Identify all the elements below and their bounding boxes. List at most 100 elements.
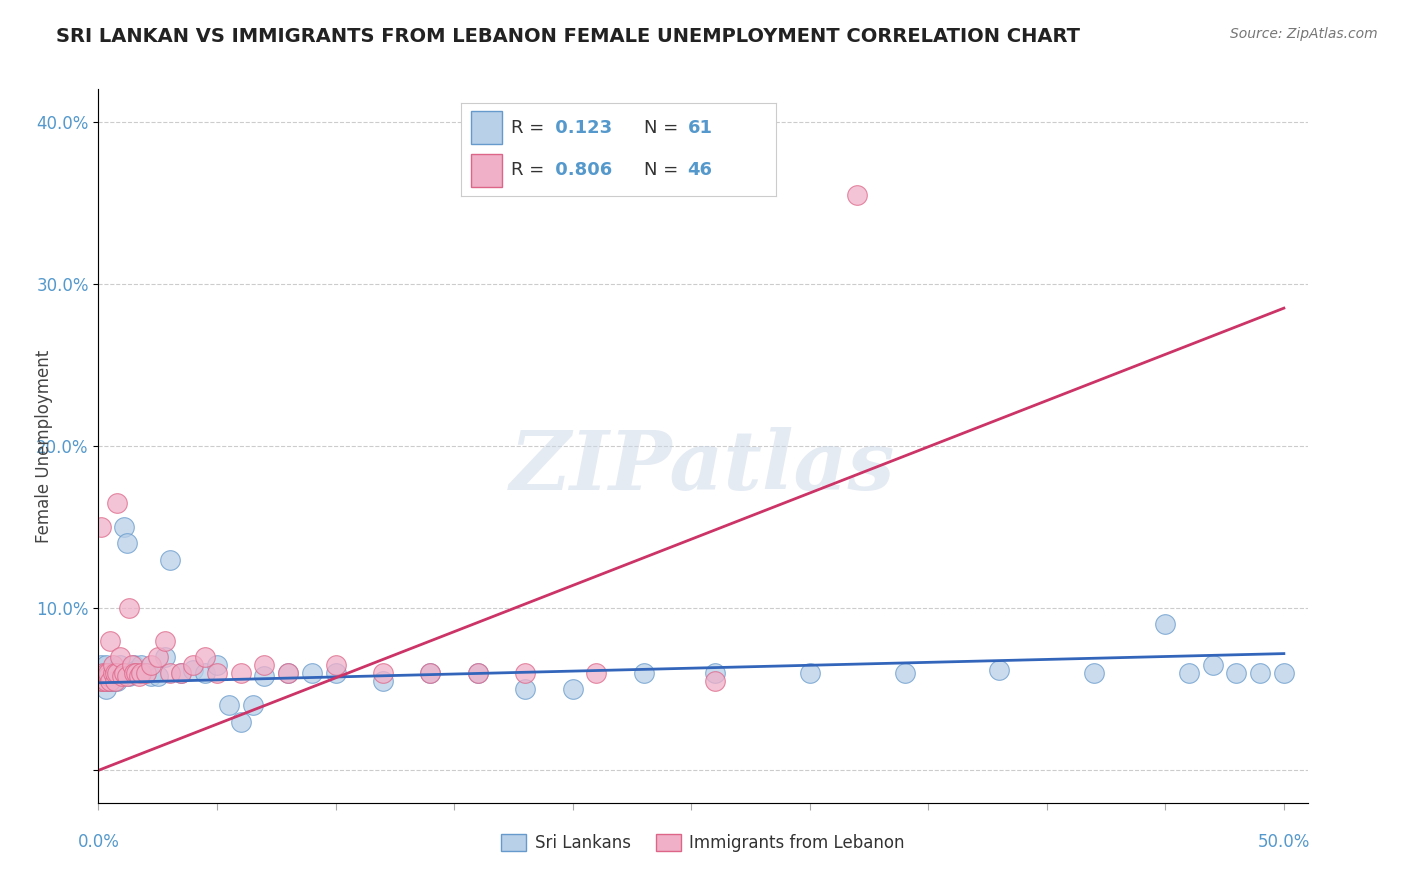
Point xyxy=(97,666,120,681)
Text: SRI LANKAN VS IMMIGRANTS FROM LEBANON FEMALE UNEMPLOYMENT CORRELATION CHART: SRI LANKAN VS IMMIGRANTS FROM LEBANON FE… xyxy=(56,27,1080,45)
Point xyxy=(104,666,127,681)
Point xyxy=(94,674,117,689)
Point xyxy=(98,674,121,689)
Point xyxy=(105,496,128,510)
Point xyxy=(91,666,114,681)
Point xyxy=(893,666,915,681)
Point xyxy=(1178,666,1201,681)
Point xyxy=(703,674,725,689)
Text: Female Unemployment: Female Unemployment xyxy=(35,350,53,542)
Point xyxy=(115,669,138,683)
Point xyxy=(181,657,204,672)
Point xyxy=(194,649,217,664)
Point xyxy=(242,698,264,713)
Point xyxy=(115,536,138,550)
Point xyxy=(90,674,112,689)
Point xyxy=(301,666,323,681)
Point xyxy=(277,666,299,681)
Point xyxy=(229,666,252,681)
Point xyxy=(105,674,128,689)
Point xyxy=(988,663,1011,677)
Point xyxy=(205,657,228,672)
Point xyxy=(253,669,276,683)
Point xyxy=(153,633,176,648)
Point xyxy=(108,657,131,672)
Point xyxy=(1249,666,1271,681)
Point xyxy=(218,698,240,713)
Point xyxy=(181,663,204,677)
Point xyxy=(146,669,169,683)
Point xyxy=(129,666,152,681)
Point xyxy=(122,666,145,681)
Point xyxy=(114,666,136,681)
Point xyxy=(105,666,128,681)
Point xyxy=(139,657,162,672)
Point xyxy=(111,669,134,683)
Point xyxy=(194,666,217,681)
Point xyxy=(1154,617,1177,632)
Point xyxy=(105,663,128,677)
Point xyxy=(101,666,124,681)
Point xyxy=(467,666,489,681)
Point xyxy=(277,666,299,681)
Point xyxy=(118,669,141,683)
Point xyxy=(118,601,141,615)
Text: ZIPatlas: ZIPatlas xyxy=(510,427,896,508)
Point xyxy=(98,674,121,689)
Point xyxy=(170,666,193,681)
Point xyxy=(1202,657,1225,672)
Point xyxy=(633,666,655,681)
Point xyxy=(121,666,143,681)
Point xyxy=(229,714,252,729)
Point xyxy=(467,666,489,681)
Point xyxy=(159,666,181,681)
Point xyxy=(703,666,725,681)
Point xyxy=(101,657,124,672)
Point xyxy=(325,657,347,672)
Point xyxy=(104,674,127,689)
Point xyxy=(94,666,117,681)
Legend: Sri Lankans, Immigrants from Lebanon: Sri Lankans, Immigrants from Lebanon xyxy=(495,827,911,859)
Point xyxy=(121,657,143,672)
Point xyxy=(139,669,162,683)
Point xyxy=(97,674,120,689)
Point xyxy=(101,674,124,689)
Text: Source: ZipAtlas.com: Source: ZipAtlas.com xyxy=(1230,27,1378,41)
Point xyxy=(1225,666,1247,681)
Point xyxy=(104,666,127,681)
Point xyxy=(97,666,120,681)
Point xyxy=(90,674,112,689)
Point xyxy=(125,663,148,677)
Point xyxy=(122,657,145,672)
Point xyxy=(371,674,394,689)
Point xyxy=(125,666,148,681)
Point xyxy=(101,666,124,681)
Point xyxy=(561,682,583,697)
Point xyxy=(419,666,441,681)
Point xyxy=(91,666,114,681)
Point xyxy=(170,666,193,681)
Point xyxy=(419,666,441,681)
Point xyxy=(111,666,134,681)
Point xyxy=(108,669,131,683)
Text: 0.0%: 0.0% xyxy=(77,833,120,851)
Point xyxy=(94,657,117,672)
Point xyxy=(515,666,537,681)
Point xyxy=(128,669,150,683)
Point xyxy=(515,682,537,697)
Text: 50.0%: 50.0% xyxy=(1258,833,1310,851)
Point xyxy=(153,649,176,664)
Point xyxy=(104,669,127,683)
Point xyxy=(108,649,131,664)
Point xyxy=(1083,666,1105,681)
Point xyxy=(91,674,114,689)
Point xyxy=(91,674,114,689)
Point xyxy=(98,666,121,681)
Point xyxy=(799,666,821,681)
Point xyxy=(1272,666,1295,681)
Point xyxy=(90,657,112,672)
Point xyxy=(371,666,394,681)
Point xyxy=(94,682,117,697)
Point xyxy=(90,520,112,534)
Point xyxy=(253,657,276,672)
